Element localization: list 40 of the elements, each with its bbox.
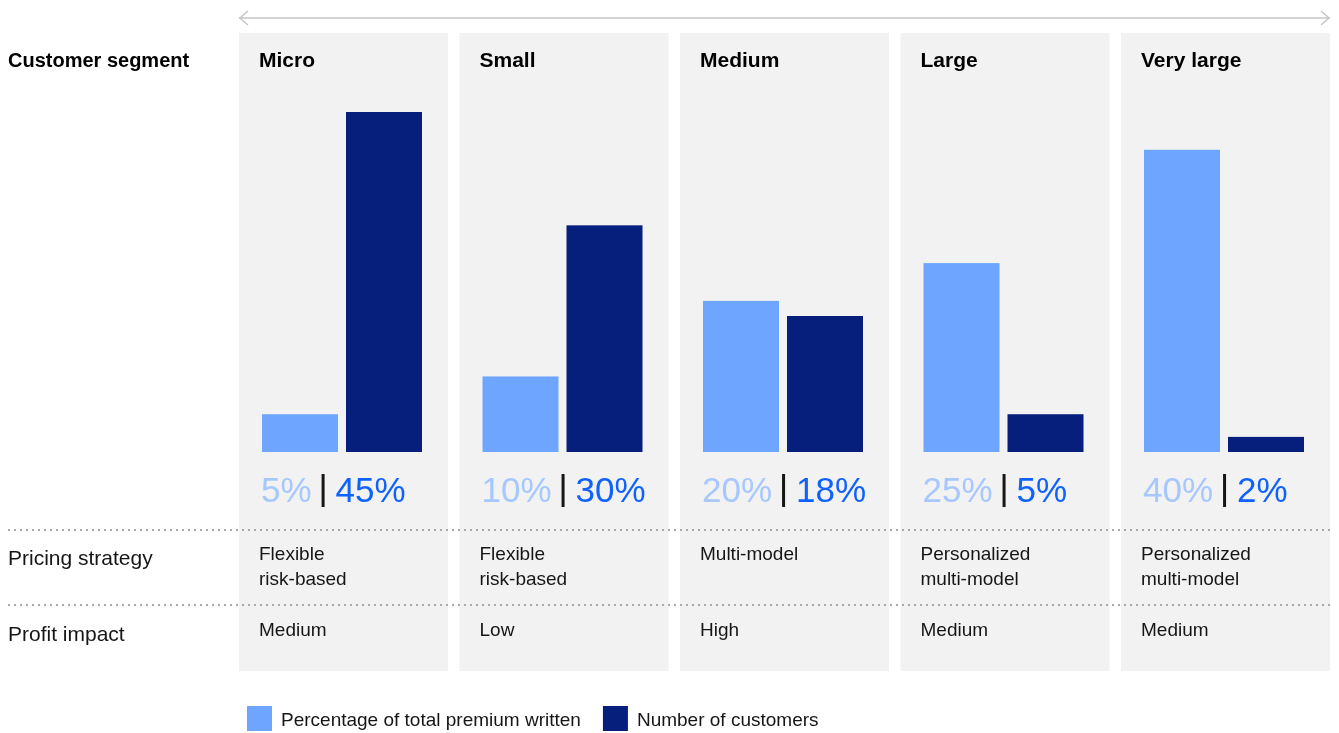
x-tick-label: Large <box>920 48 978 71</box>
x-tick-label: Very large <box>1141 48 1242 71</box>
data-label: 40% <box>1143 470 1214 509</box>
text: Flexible risk-based <box>479 543 568 589</box>
text: Medium <box>1141 619 1209 640</box>
bar <box>703 300 779 452</box>
text: Multi-model <box>700 543 799 564</box>
text: Medium <box>259 619 327 640</box>
data-label: 20% <box>702 470 773 509</box>
bar <box>262 414 338 452</box>
bar <box>566 225 643 452</box>
bar <box>1228 436 1304 452</box>
legend-label: Percentage of total premium written <box>281 709 581 730</box>
text: Profit impact <box>8 622 125 645</box>
text: High <box>700 619 740 640</box>
data-label: 5% <box>261 470 312 509</box>
x-tick-label: Micro <box>259 48 316 71</box>
bar <box>1144 149 1220 452</box>
bar <box>787 316 863 452</box>
x-axis-title: Customer segment <box>8 49 190 71</box>
data-label: 30% <box>575 470 646 509</box>
text: Personalized multi-model <box>1141 543 1251 589</box>
data-label: 25% <box>922 470 993 509</box>
text: Flexible risk-based <box>259 543 347 589</box>
data-label: 2% <box>1237 470 1288 509</box>
bar <box>923 263 1000 452</box>
legend-label: Number of customers <box>636 709 819 730</box>
bar <box>482 376 559 452</box>
x-tick-label: Medium <box>700 48 780 71</box>
data-label: 18% <box>796 470 867 509</box>
data-label: 45% <box>335 470 406 509</box>
text: Pricing strategy <box>8 546 154 569</box>
bar <box>1007 414 1084 452</box>
text: Personalized multi-model <box>920 543 1031 589</box>
bar <box>346 112 422 452</box>
data-label: 5% <box>1016 470 1068 509</box>
x-tick-label: Small <box>479 48 536 71</box>
data-label: 10% <box>481 470 552 509</box>
text: Low <box>479 619 515 640</box>
text: Medium <box>920 619 989 640</box>
